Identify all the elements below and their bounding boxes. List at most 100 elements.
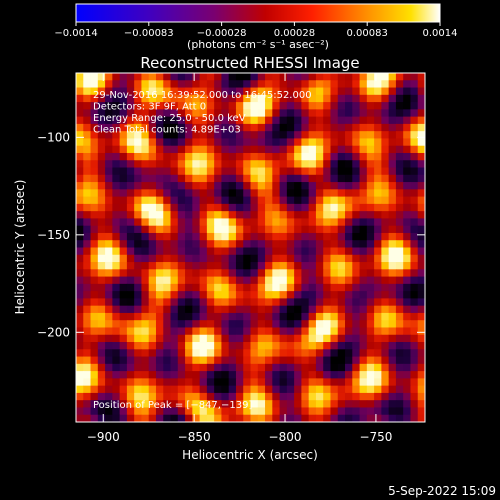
heatmap-cell xyxy=(214,392,222,401)
heatmap-cell xyxy=(381,385,390,394)
heatmap-cell xyxy=(112,189,121,198)
heatmap-cell xyxy=(388,254,397,263)
annotation-line: 29-Nov-2016 16:39:52.000 to 16:45:52.000 xyxy=(93,90,312,101)
heatmap-cell xyxy=(301,320,310,328)
heatmap-cell xyxy=(345,160,353,168)
heatmap-cell xyxy=(163,291,171,299)
heatmap-cell xyxy=(83,174,91,183)
heatmap-cell xyxy=(345,363,353,372)
heatmap-cell xyxy=(352,174,360,183)
heatmap-cell xyxy=(388,167,397,176)
heatmap-cell xyxy=(308,312,317,321)
heatmap-cell xyxy=(366,298,375,307)
heatmap-cell xyxy=(148,385,157,394)
heatmap-cell xyxy=(410,182,419,190)
heatmap-cell xyxy=(250,400,259,408)
heatmap-cell xyxy=(286,262,295,270)
heatmap-cell xyxy=(294,305,302,314)
heatmap-cell xyxy=(257,218,266,227)
heatmap-cell xyxy=(352,203,360,212)
heatmap-cell xyxy=(294,189,302,198)
heatmap-cell xyxy=(395,80,404,88)
heatmap-cell xyxy=(192,262,201,270)
heatmap-cell xyxy=(250,342,259,350)
heatmap-cell xyxy=(337,378,346,387)
heatmap-cell xyxy=(359,94,368,103)
heatmap-cell xyxy=(403,356,411,365)
heatmap-cell xyxy=(170,131,179,139)
heatmap-cell xyxy=(301,189,310,198)
heatmap-cell xyxy=(90,312,99,321)
heatmap-cell xyxy=(388,400,397,408)
heatmap-cell xyxy=(417,109,425,118)
heatmap-cell xyxy=(83,240,91,248)
heatmap-cell xyxy=(83,327,91,336)
heatmap-cell xyxy=(359,291,368,299)
heatmap-cell xyxy=(126,203,135,212)
heatmap-cell xyxy=(403,80,411,88)
heatmap-cell xyxy=(301,400,310,408)
heatmap-cell xyxy=(97,407,106,416)
heatmap-cell xyxy=(192,211,201,219)
heatmap-cell xyxy=(83,371,91,379)
heatmap-cell xyxy=(301,131,310,139)
heatmap-cell xyxy=(374,102,382,110)
heatmap-cell xyxy=(330,247,339,256)
heatmap-cell xyxy=(315,145,324,154)
heatmap-cell xyxy=(148,102,157,110)
heatmap-cell xyxy=(286,247,295,256)
heatmap-cell xyxy=(345,225,353,234)
heatmap-cell xyxy=(286,138,295,147)
heatmap-cell xyxy=(279,312,288,321)
heatmap-cell xyxy=(250,196,259,205)
heatmap-cell xyxy=(250,73,259,81)
heatmap-cell xyxy=(403,102,411,110)
heatmap-cell xyxy=(257,385,266,394)
heatmap-cell xyxy=(228,225,237,234)
heatmap-cell xyxy=(403,160,411,168)
heatmap-cell xyxy=(388,211,397,219)
heatmap-cell xyxy=(206,80,215,88)
heatmap-cell xyxy=(199,116,208,125)
heatmap-cell xyxy=(330,334,339,343)
heatmap-cell xyxy=(374,138,382,147)
heatmap-cell xyxy=(337,102,346,110)
heatmap-cell xyxy=(345,385,353,394)
heatmap-cell xyxy=(395,240,404,248)
heatmap-cell xyxy=(177,123,186,132)
heatmap-cell xyxy=(395,109,404,118)
heatmap-cell xyxy=(126,276,135,285)
heatmap-cell xyxy=(388,189,397,198)
heatmap-cell xyxy=(294,123,302,132)
heatmap-cell xyxy=(410,73,419,81)
heatmap-cell xyxy=(185,305,193,314)
heatmap-cell xyxy=(388,262,397,270)
heatmap-cell xyxy=(90,203,99,212)
heatmap-cell xyxy=(352,378,360,387)
heatmap-cell xyxy=(192,138,201,147)
heatmap-cell xyxy=(294,174,302,183)
heatmap-cell xyxy=(170,276,179,285)
heatmap-cell xyxy=(228,276,237,285)
heatmap-cell xyxy=(97,160,106,168)
heatmap-cell xyxy=(235,160,244,168)
heatmap-cell xyxy=(388,73,397,81)
heatmap-cell xyxy=(199,407,208,416)
heatmap-cell xyxy=(119,196,128,205)
heatmap-cell xyxy=(417,145,425,154)
heatmap-cell xyxy=(97,276,106,285)
heatmap-cell xyxy=(126,291,135,299)
heatmap-cell xyxy=(97,342,106,350)
heatmap-cell xyxy=(330,327,339,336)
heatmap-cell xyxy=(352,305,360,314)
heatmap-cell xyxy=(374,80,382,88)
heatmap-cell xyxy=(301,392,310,401)
heatmap-cell xyxy=(155,283,164,292)
heatmap-cell xyxy=(265,414,273,422)
heatmap-cell xyxy=(214,211,222,219)
heatmap-cell xyxy=(323,283,331,292)
heatmap-cell xyxy=(388,232,397,241)
heatmap-cell xyxy=(366,94,375,103)
annotation-line: Detectors: 3F 9F, Att 0 xyxy=(93,102,206,113)
heatmap-cell xyxy=(235,189,244,198)
